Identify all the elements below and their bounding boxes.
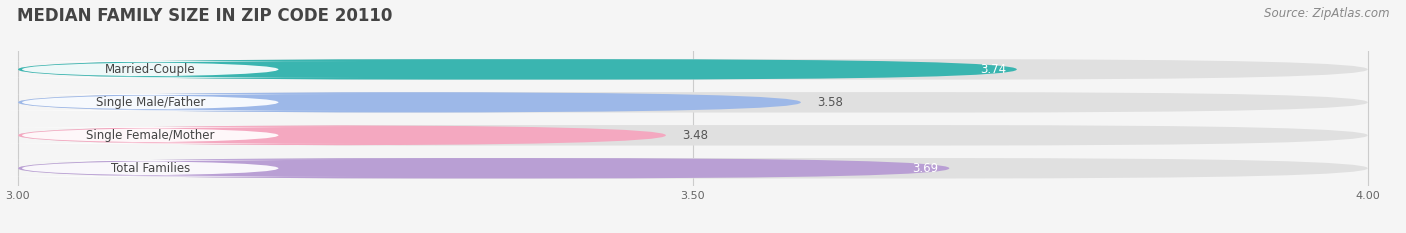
Text: 3.69: 3.69 [912, 162, 939, 175]
FancyBboxPatch shape [18, 158, 949, 178]
FancyBboxPatch shape [18, 92, 801, 113]
Text: Source: ZipAtlas.com: Source: ZipAtlas.com [1264, 7, 1389, 20]
Text: MEDIAN FAMILY SIZE IN ZIP CODE 20110: MEDIAN FAMILY SIZE IN ZIP CODE 20110 [17, 7, 392, 25]
FancyBboxPatch shape [0, 160, 366, 177]
Text: Single Male/Father: Single Male/Father [96, 96, 205, 109]
Text: Total Families: Total Families [111, 162, 190, 175]
FancyBboxPatch shape [18, 92, 1368, 113]
Text: Single Female/Mother: Single Female/Mother [86, 129, 215, 142]
Text: Married-Couple: Married-Couple [105, 63, 195, 76]
FancyBboxPatch shape [0, 61, 366, 78]
FancyBboxPatch shape [18, 125, 666, 146]
FancyBboxPatch shape [0, 94, 366, 111]
Text: 3.58: 3.58 [817, 96, 844, 109]
FancyBboxPatch shape [18, 59, 1017, 80]
Text: 3.74: 3.74 [980, 63, 1007, 76]
FancyBboxPatch shape [18, 158, 1368, 178]
FancyBboxPatch shape [18, 59, 1368, 80]
Text: 3.48: 3.48 [682, 129, 709, 142]
FancyBboxPatch shape [18, 125, 1368, 146]
FancyBboxPatch shape [0, 127, 366, 144]
